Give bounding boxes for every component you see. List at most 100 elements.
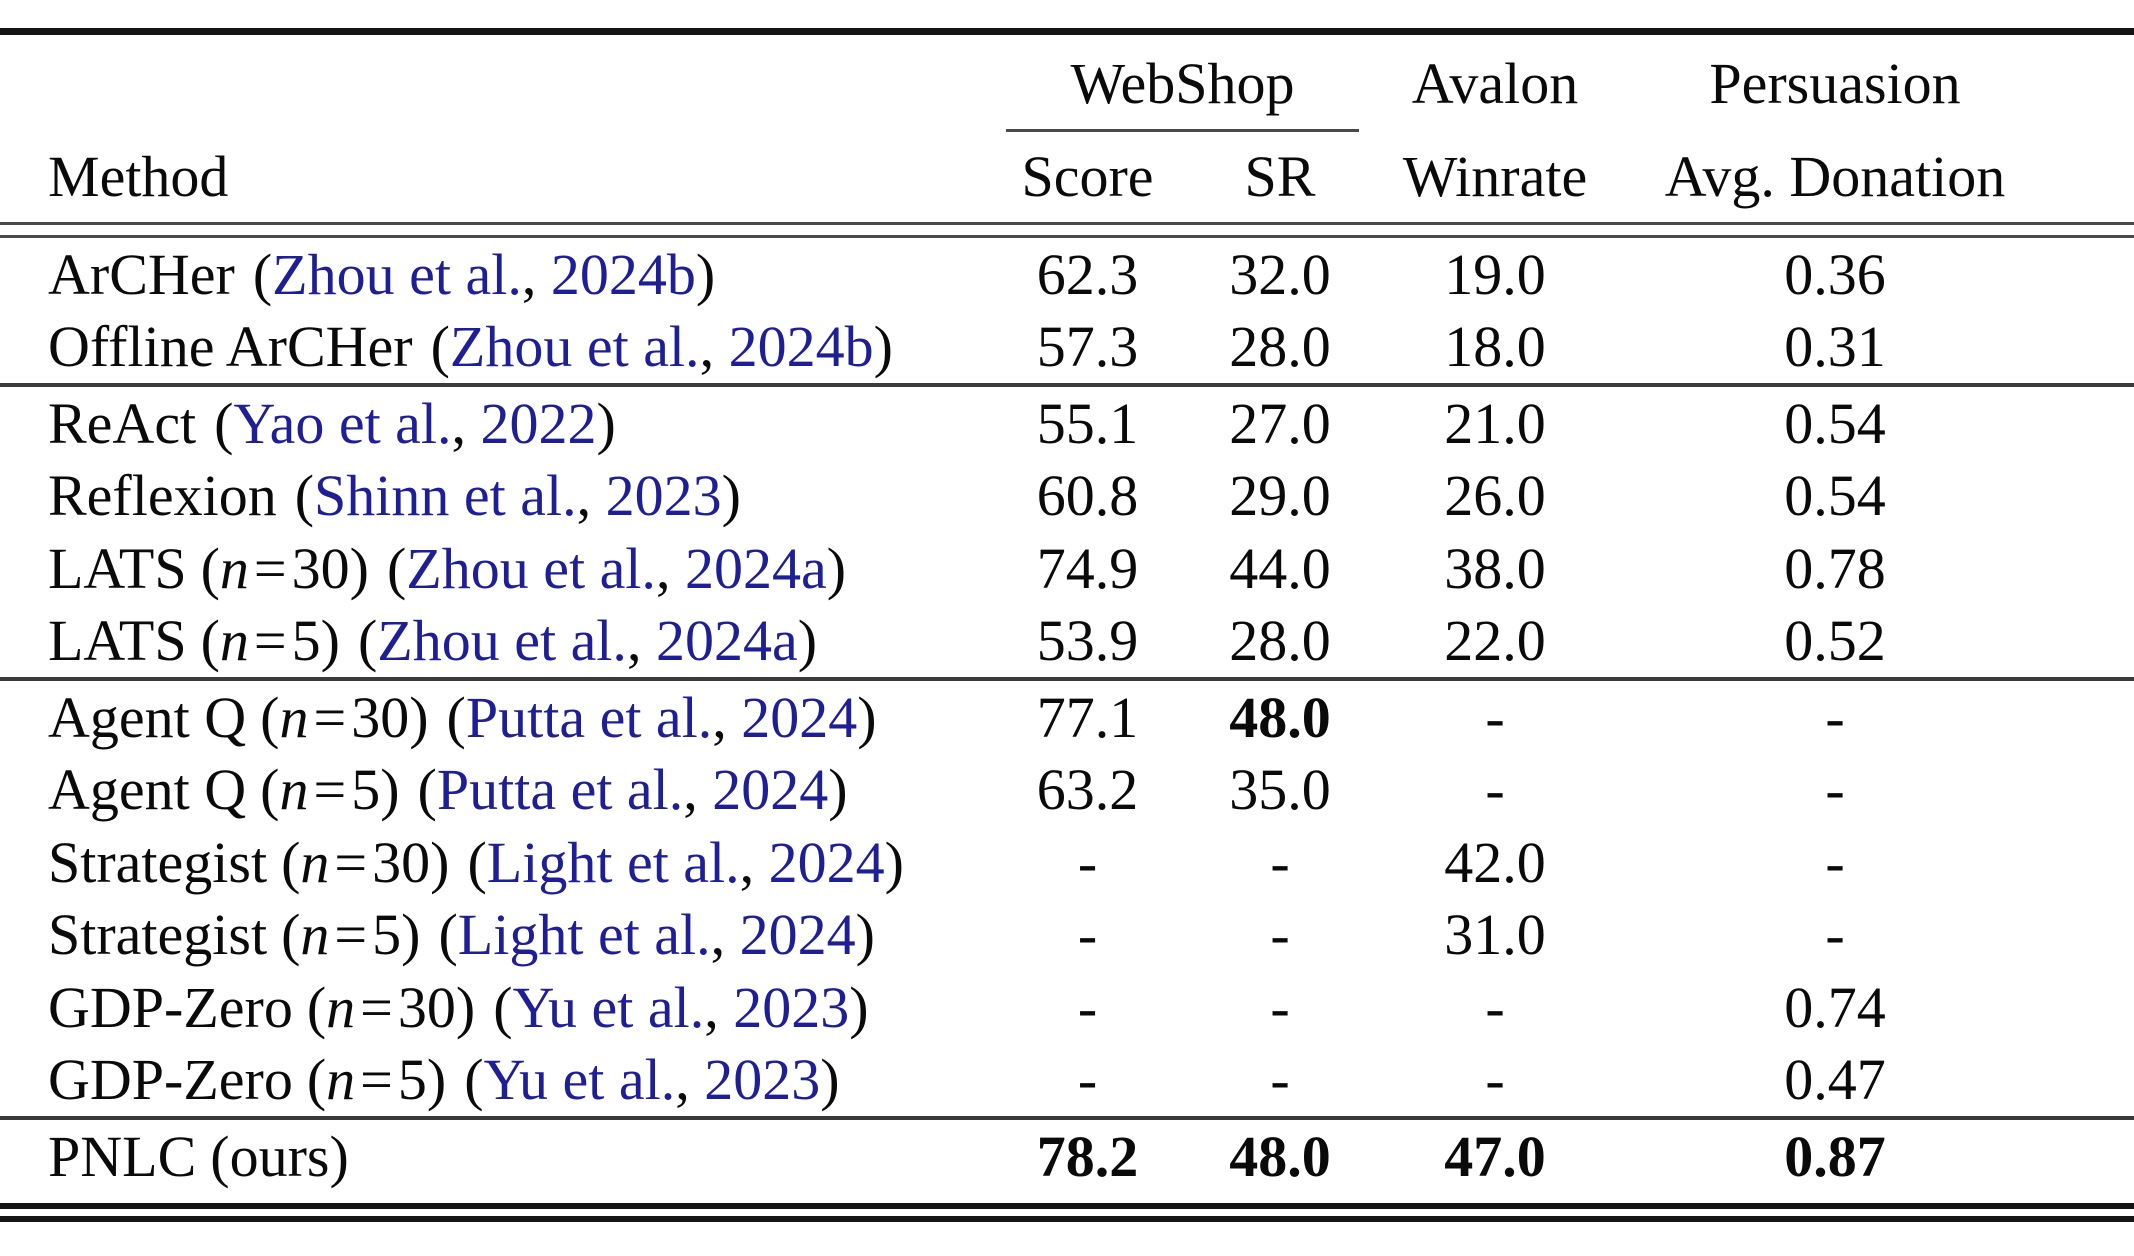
citation[interactable]: (Yu et al., 2023) (464, 1047, 839, 1112)
citation-comma: , (712, 684, 742, 750)
table-row: Reflexion (Shinn et al., 2023) 60.8 29.0 26.… (0, 460, 2134, 533)
n-value: 5 (351, 757, 381, 823)
donation-cell: 0.54 (1784, 463, 1886, 529)
method-cell: Reflexion (Shinn et al., 2023) (0, 462, 990, 529)
citation-authors[interactable]: Zhou et al. (406, 535, 656, 601)
n-symbol: n (326, 974, 356, 1040)
col-header-method: Method (48, 144, 229, 209)
score-cell: 55.1 (1036, 390, 1139, 456)
score-cell: - (1077, 1047, 1098, 1113)
paren-open: ( (493, 974, 513, 1040)
citation-authors[interactable]: Shinn et al. (314, 463, 577, 529)
donation-cell: 0.47 (1784, 1047, 1886, 1113)
citation-year[interactable]: 2024b (550, 241, 696, 307)
method-cell: Agent Q (n=5) (Putta et al., 2024) (0, 756, 990, 823)
n-parameter: (n=5) (201, 608, 340, 673)
winrate-cell: 38.0 (1444, 535, 1546, 601)
citation-year[interactable]: 2022 (480, 390, 597, 456)
citation-year[interactable]: 2023 (704, 1047, 821, 1113)
score-cell: - (1077, 902, 1098, 968)
citation-year[interactable]: 2024b (728, 314, 874, 380)
sr-cell: - (1270, 974, 1290, 1040)
citation[interactable]: (Zhou et al., 2024a) (387, 536, 846, 601)
col-group-persuasion: Persuasion (1709, 51, 1961, 116)
n-parameter: (n=30) (260, 685, 428, 750)
citation[interactable]: (Zhou et al., 2024a) (358, 608, 817, 673)
n-parameter: (n=30) (201, 536, 369, 601)
citation-year[interactable]: 2023 (733, 974, 850, 1040)
citation[interactable]: (Zhou et al., 2024b) (253, 242, 715, 307)
citation-authors[interactable]: Putta et al. (436, 757, 684, 823)
table-row: Strategist (n=5) (Light et al., 2024) - -31.… (0, 899, 2134, 972)
paren-close: ) (820, 1047, 840, 1113)
col-group-webshop-cell: WebShop (990, 35, 1375, 132)
method-name: PNLC (48, 1123, 197, 1189)
citation[interactable]: (Yao et al., 2022) (214, 391, 616, 456)
n-symbol: n (279, 684, 309, 750)
donation-cell: - (1825, 684, 1845, 750)
citation-year[interactable]: 2024a (655, 608, 798, 674)
citation-year[interactable]: 2024 (741, 684, 858, 750)
winrate-cell: 22.0 (1444, 608, 1546, 674)
citation-year[interactable]: 2024a (684, 535, 827, 601)
citation[interactable]: (Light et al., 2024) (467, 830, 904, 895)
citation-year[interactable]: 2024 (739, 902, 856, 968)
citation-year[interactable]: 2023 (605, 463, 722, 529)
citation-authors[interactable]: Light et al. (486, 829, 740, 895)
citation-authors[interactable]: Putta et al. (465, 684, 713, 750)
winrate-cell: 47.0 (1444, 1123, 1546, 1189)
citation-authors[interactable]: Zhou et al. (377, 608, 627, 674)
method-cell: GDP-Zero (n=5) (Yu et al., 2023) (0, 1046, 990, 1113)
paren-close: ) (455, 974, 476, 1040)
citation-comma: , (451, 390, 481, 456)
n-parameter: (n=5) (307, 1047, 446, 1112)
paren-open: ( (260, 684, 280, 750)
citation[interactable]: (Light et al., 2024) (438, 902, 875, 967)
donation-cell: 0.74 (1784, 974, 1886, 1040)
paren-close: ) (430, 829, 450, 895)
header-separator-rule (0, 222, 2134, 238)
section-rule (0, 1116, 2134, 1120)
score-cell: 63.2 (1036, 757, 1139, 823)
citation[interactable]: (Shinn et al., 2023) (295, 463, 741, 528)
method-name: Reflexion (48, 463, 277, 529)
donation-cell: 0.87 (1784, 1123, 1886, 1189)
method-name: LATS (48, 608, 187, 674)
citation[interactable]: (Zhou et al., 2024b) (431, 314, 893, 379)
citation-comma: , (699, 314, 729, 380)
col-group-avalon: Avalon (1411, 51, 1579, 116)
method-name: Agent Q (48, 684, 247, 750)
citation-authors[interactable]: Zhou et al. (272, 241, 522, 307)
method-name: Agent Q (48, 757, 247, 823)
sr-cell: 44.0 (1229, 535, 1331, 601)
citation-authors[interactable]: Yao et al. (233, 390, 452, 456)
citation-authors[interactable]: Light et al. (457, 902, 711, 968)
sr-cell: 29.0 (1229, 463, 1331, 529)
method-cell: LATS (n=5) (Zhou et al., 2024a) (0, 607, 990, 674)
sr-cell: 32.0 (1229, 241, 1331, 307)
winrate-cell: 26.0 (1444, 463, 1546, 529)
table-row: Offline ArCHer (Zhou et al., 2024b) 57.3 28… (0, 311, 2134, 384)
paren-close: ) (721, 463, 741, 529)
citation-authors[interactable]: Yu et al. (512, 974, 705, 1040)
col-header-score: Score (1021, 144, 1154, 209)
citation[interactable]: (Putta et al., 2024) (447, 685, 877, 750)
citation-year[interactable]: 2024 (712, 757, 829, 823)
sr-cell: 35.0 (1229, 757, 1331, 823)
winrate-cell: 42.0 (1444, 829, 1546, 895)
sr-cell: 28.0 (1229, 608, 1331, 674)
citation-authors[interactable]: Zhou et al. (449, 314, 700, 380)
citation-year[interactable]: 2024 (768, 829, 885, 895)
method-cell: Offline ArCHer (Zhou et al., 2024b) (0, 313, 990, 380)
citation[interactable]: (Putta et al., 2024) (418, 757, 848, 822)
method-name: Strategist (48, 902, 268, 968)
citation[interactable]: (Yu et al., 2023) (493, 975, 868, 1040)
citation-comma: , (704, 974, 734, 1040)
citation-comma: , (683, 757, 713, 823)
method-name: GDP-Zero (48, 974, 293, 1040)
method-cell: Strategist (n=5) (Light et al., 2024) (0, 901, 990, 968)
n-value: 5 (291, 608, 321, 674)
method-cell: PNLC (ours) (0, 1123, 990, 1190)
citation-authors[interactable]: Yu et al. (483, 1047, 676, 1113)
paren-close: ) (596, 390, 616, 456)
